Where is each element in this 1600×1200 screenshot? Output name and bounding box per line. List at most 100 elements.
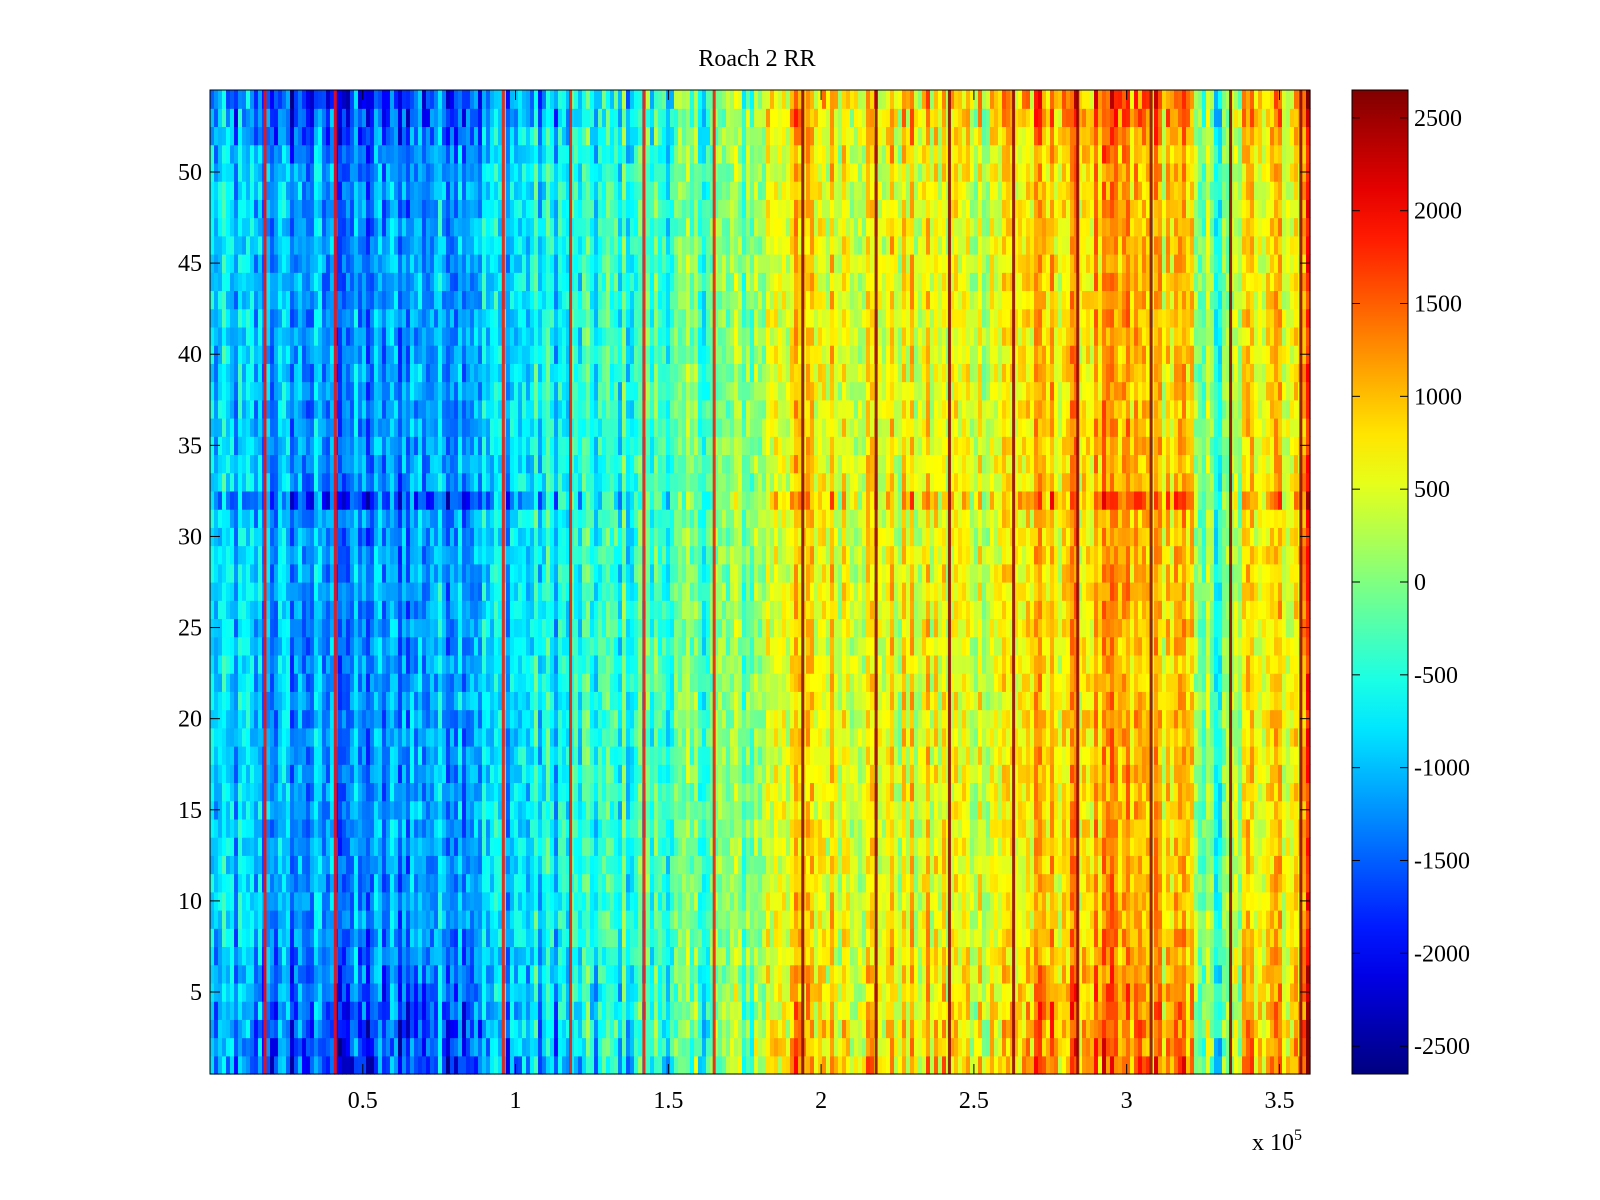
heatmap-cell <box>1250 818 1255 838</box>
heatmap-cell <box>1250 800 1255 820</box>
heatmap-cell <box>350 855 355 875</box>
heatmap-cell <box>1154 818 1159 838</box>
heatmap-cell <box>526 855 531 875</box>
heatmap-cell <box>1142 746 1147 765</box>
heatmap-cell <box>374 800 379 820</box>
heatmap-cell <box>714 891 719 911</box>
heatmap-cell <box>1202 818 1207 838</box>
heatmap-cell <box>578 928 583 948</box>
heatmap-cell <box>810 1037 815 1057</box>
heatmap-cell <box>370 855 375 875</box>
heatmap-cell <box>218 764 223 784</box>
heatmap-cell <box>286 746 291 765</box>
heatmap-cell <box>562 928 567 948</box>
heatmap-cell <box>974 1001 979 1020</box>
heatmap-cell <box>278 891 283 911</box>
heatmap-cell <box>1110 818 1115 838</box>
heatmap-cell <box>438 764 443 784</box>
heatmap-cell <box>822 764 827 784</box>
heatmap-cell <box>1254 1055 1259 1075</box>
heatmap-cell <box>838 1055 843 1075</box>
heatmap-cell <box>814 764 819 784</box>
heatmap-cell <box>278 910 283 929</box>
heatmap-cell <box>514 837 519 856</box>
heatmap-cell <box>1050 946 1055 966</box>
heatmap-cell <box>1274 800 1279 820</box>
heatmap-cell <box>338 855 343 875</box>
heatmap-cell <box>662 818 667 838</box>
heatmap-cell <box>702 873 707 893</box>
heatmap-cell <box>394 1019 399 1039</box>
heatmap-cell <box>362 928 367 948</box>
heatmap-cell <box>350 982 355 1002</box>
heatmap-cell <box>654 1019 659 1039</box>
heatmap-cell <box>726 910 731 929</box>
heatmap-cell <box>1062 946 1067 966</box>
heatmap-cell <box>514 1001 519 1020</box>
heatmap-cell <box>466 1037 471 1057</box>
heatmap-cell <box>226 782 231 802</box>
heatmap-cell <box>518 1055 523 1075</box>
heatmap-cell <box>522 873 527 893</box>
heatmap-cell <box>1206 910 1211 929</box>
heatmap-cell <box>738 764 743 784</box>
heatmap-cell <box>574 910 579 929</box>
heatmap-cell <box>1174 982 1179 1002</box>
heatmap-cell <box>390 1001 395 1020</box>
heatmap-cell <box>234 1001 239 1020</box>
heatmap-cell <box>1194 928 1199 948</box>
heatmap-cell <box>370 800 375 820</box>
heatmap-cell <box>406 1019 411 1039</box>
heatmap-cell <box>1026 873 1031 893</box>
heatmap-cell <box>418 1037 423 1057</box>
heatmap-cell <box>822 1037 827 1057</box>
heatmap-cell <box>646 873 651 893</box>
heatmap-cell <box>490 1037 495 1057</box>
heatmap-cell <box>402 764 407 784</box>
heatmap-cell <box>1058 837 1063 856</box>
heatmap-cell <box>234 746 239 765</box>
heatmap-cell <box>886 873 891 893</box>
heatmap-cell <box>810 818 815 838</box>
heatmap-cell <box>614 818 619 838</box>
heatmap-cell <box>694 746 699 765</box>
heatmap-cell <box>478 837 483 856</box>
heatmap-cell <box>438 1001 443 1020</box>
heatmap-cell <box>1262 764 1267 784</box>
heatmap-cell <box>390 855 395 875</box>
heatmap-cell <box>366 964 371 984</box>
heatmap-cell <box>566 1055 571 1075</box>
heatmap-cell <box>618 800 623 820</box>
heatmap-cell <box>1122 1055 1127 1075</box>
heatmap-cell <box>410 910 415 929</box>
heatmap-cell <box>1130 891 1135 911</box>
heatmap-cell <box>370 982 375 1002</box>
heatmap-cell <box>294 1037 299 1057</box>
heatmap-cell <box>1166 1055 1171 1075</box>
heatmap-cell <box>934 928 939 948</box>
heatmap-cell <box>566 873 571 893</box>
heatmap-cell <box>246 818 251 838</box>
heatmap-cell <box>774 928 779 948</box>
heatmap-cell <box>902 837 907 856</box>
heatmap-cell <box>994 946 999 966</box>
heatmap-cell <box>1030 855 1035 875</box>
heatmap-cell <box>798 746 803 765</box>
heatmap-cell <box>1218 818 1223 838</box>
heatmap-cell <box>690 1037 695 1057</box>
heatmap-cell <box>630 946 635 966</box>
heatmap-cell <box>914 891 919 911</box>
heatmap-cell <box>902 910 907 929</box>
heatmap-cell <box>578 910 583 929</box>
heatmap-cell <box>826 1019 831 1039</box>
heatmap-cell <box>538 982 543 1002</box>
heatmap-cell <box>838 928 843 948</box>
heatmap-cell <box>474 928 479 948</box>
heatmap-cell <box>1046 800 1051 820</box>
heatmap-cell <box>382 782 387 802</box>
heatmap-cell <box>1022 873 1027 893</box>
heatmap-cell <box>410 782 415 802</box>
heatmap-cell <box>842 982 847 1002</box>
heatmap-cell <box>522 982 527 1002</box>
heatmap-cell <box>550 982 555 1002</box>
